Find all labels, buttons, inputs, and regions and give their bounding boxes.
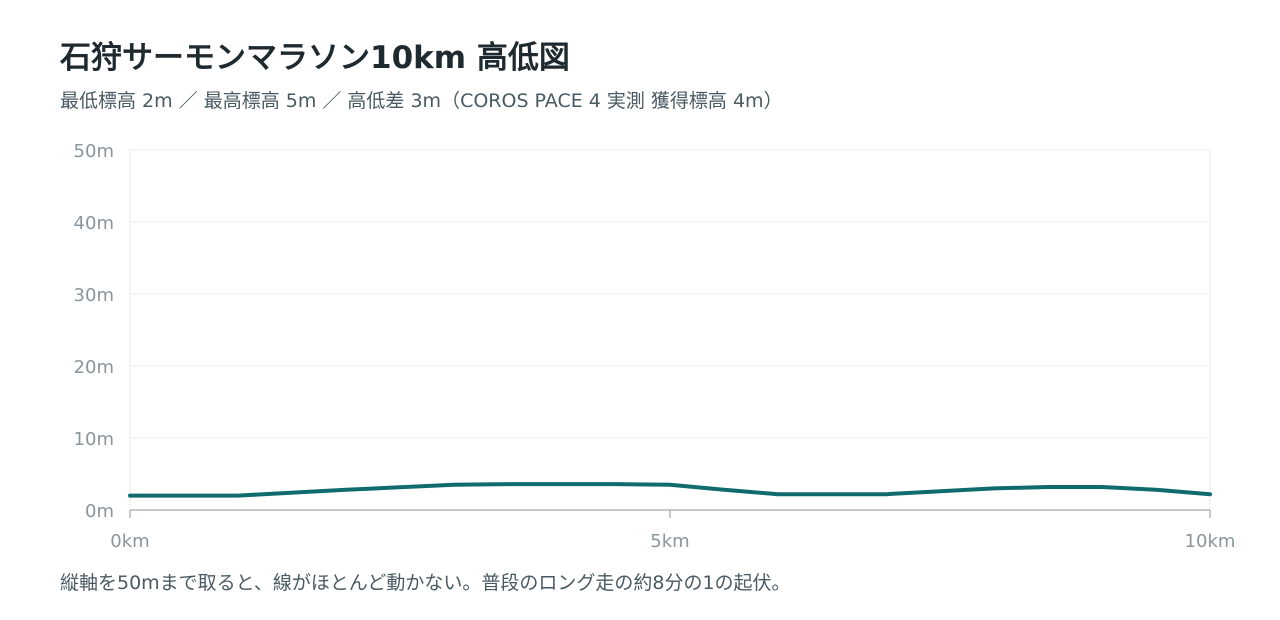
elevation-series-line xyxy=(128,482,1212,498)
x-tick-label: 0km xyxy=(110,531,149,552)
y-tick-label: 40m xyxy=(74,213,114,234)
y-tick-label: 20m xyxy=(74,357,114,378)
chart-title: 石狩サーモンマラソン10km 高低図 xyxy=(60,40,570,76)
tick-label-layer: 0m 10m 20m 30m 40m 50m 0km 5km 10km xyxy=(74,141,1236,552)
y-tick-label: 30m xyxy=(74,285,114,306)
y-tick-label: 50m xyxy=(74,141,114,162)
series-layer xyxy=(128,482,1212,498)
x-tick-label: 10km xyxy=(1185,531,1236,552)
y-tick-label: 0m xyxy=(85,501,114,522)
x-tick-label: 5km xyxy=(650,531,689,552)
chart-subtitle: 最低標高 2m ／ 最高標高 5m ／ 高低差 3m（COROS PACE 4 … xyxy=(60,90,783,112)
grid-layer xyxy=(129,149,1211,510)
chart-caption: 縦軸を50mまで取ると、線がほとんど動かない。普段のロング走の約8分の1の起伏。 xyxy=(60,572,791,594)
axis-layer xyxy=(129,509,1211,518)
y-tick-label: 10m xyxy=(74,429,114,450)
